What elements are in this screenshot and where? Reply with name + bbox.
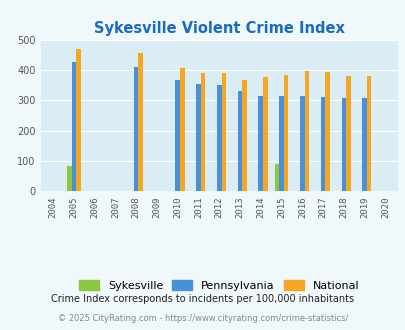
Bar: [67, 166, 71, 191]
Bar: [196, 83, 200, 191]
Bar: [237, 91, 242, 191]
Legend: Sykesville, Pennsylvania, National: Sykesville, Pennsylvania, National: [75, 276, 363, 295]
Bar: [320, 97, 324, 191]
Bar: [134, 67, 138, 191]
Bar: [345, 76, 350, 191]
Bar: [175, 80, 179, 191]
Bar: [299, 96, 304, 191]
Bar: [262, 77, 267, 191]
Bar: [366, 76, 371, 191]
Text: © 2025 CityRating.com - https://www.cityrating.com/crime-statistics/: © 2025 CityRating.com - https://www.city…: [58, 314, 347, 323]
Bar: [138, 53, 143, 191]
Bar: [279, 96, 283, 191]
Bar: [200, 73, 205, 191]
Bar: [341, 98, 345, 191]
Bar: [179, 68, 184, 191]
Bar: [242, 80, 246, 191]
Text: Crime Index corresponds to incidents per 100,000 inhabitants: Crime Index corresponds to incidents per…: [51, 294, 354, 304]
Bar: [362, 98, 366, 191]
Bar: [324, 72, 329, 191]
Bar: [283, 75, 288, 191]
Bar: [274, 164, 279, 191]
Bar: [71, 62, 76, 191]
Bar: [221, 73, 226, 191]
Bar: [258, 96, 262, 191]
Title: Sykesville Violent Crime Index: Sykesville Violent Crime Index: [94, 21, 344, 36]
Bar: [216, 85, 221, 191]
Bar: [304, 71, 309, 191]
Bar: [76, 49, 81, 191]
